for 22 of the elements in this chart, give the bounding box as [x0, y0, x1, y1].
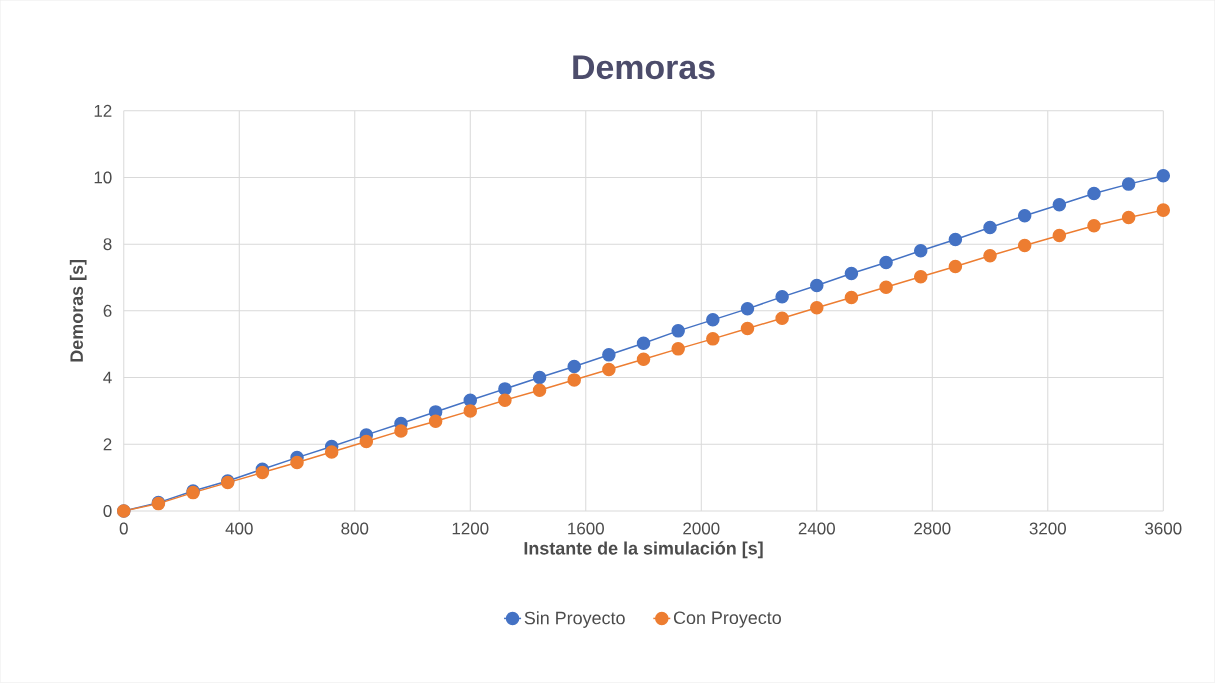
- y-tick-label: 0: [103, 505, 112, 518]
- x-tick-label: 800: [341, 522, 369, 535]
- y-tick-label: 2: [103, 438, 112, 451]
- x-tick-label: 0: [119, 522, 128, 535]
- x-tick-label: 1600: [568, 522, 604, 535]
- chart-title: Demoras: [573, 55, 715, 80]
- y-tick-label: 8: [103, 238, 112, 251]
- y-tick-label: 12: [94, 104, 112, 117]
- x-tick-label: 3200: [1029, 522, 1066, 535]
- x-tick-label: 2400: [798, 522, 835, 535]
- y-tick-label: 10: [94, 171, 112, 184]
- x-tick-label: 3600: [1145, 522, 1182, 535]
- y-axis-title: Demoras [s]: [69, 260, 87, 362]
- legend-label: Sin Proyecto: [524, 611, 625, 629]
- x-tick-label: 1200: [452, 522, 489, 535]
- x-tick-label: 2000: [683, 522, 720, 535]
- legend-label: Con Proyecto: [673, 611, 781, 628]
- x-tick-label: 2800: [914, 522, 951, 535]
- y-tick-label: 4: [103, 371, 112, 384]
- x-tick-label: 400: [225, 522, 253, 535]
- x-axis-title: Instante de la simulación [s]: [524, 541, 763, 559]
- y-tick-label: 6: [103, 304, 112, 317]
